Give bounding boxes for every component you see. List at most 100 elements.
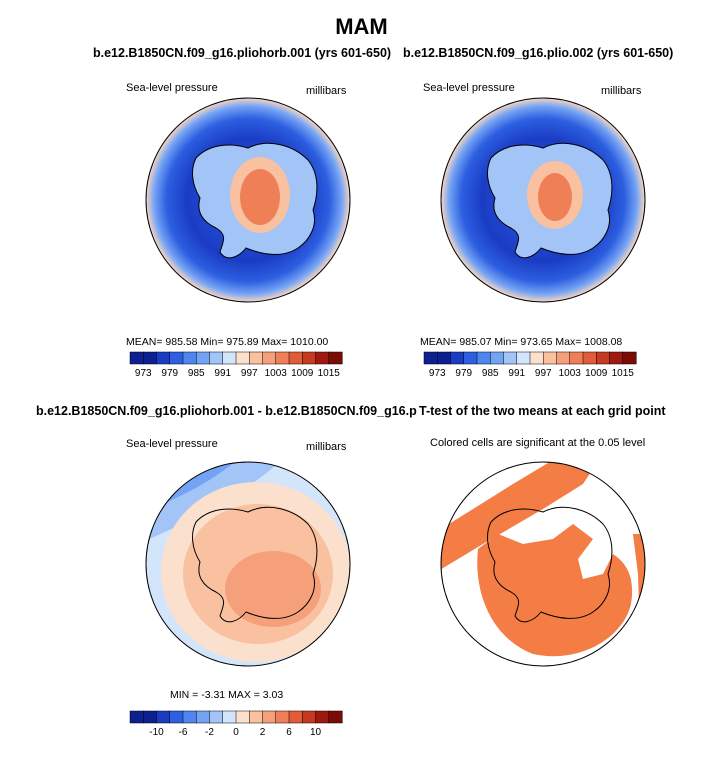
cb2-tick-label: 985: [482, 368, 499, 379]
cb3-cell: [169, 710, 184, 724]
cb3-cell: [315, 710, 330, 724]
cb1-cell: [275, 351, 290, 365]
cb3-cell: [143, 710, 158, 724]
panel-3-variable-label: Sea-level pressure: [126, 438, 218, 450]
cb1-cell: [262, 351, 277, 365]
panel-2-units-label: millibars: [601, 85, 642, 97]
cb1-tick-label: 1015: [318, 368, 341, 379]
panel-1-polar-map: [145, 97, 351, 303]
cb3-cell: [235, 710, 250, 724]
panel-4-significant-east: [633, 534, 645, 614]
cb2-cell: [543, 351, 558, 365]
cb2-tick-label: 997: [535, 368, 552, 379]
cb2-cell: [596, 351, 611, 365]
panel-4-significant-core: [477, 524, 633, 657]
cb3-tick-label: 0: [233, 727, 239, 738]
cb2-cell: [503, 351, 518, 365]
cb1-cell: [182, 351, 197, 365]
cb1-tick-label: 985: [188, 368, 205, 379]
panel-4-coastline: [487, 506, 613, 623]
cb3-cell: [222, 710, 237, 724]
cb3-tick-label: -10: [149, 727, 164, 738]
panel-3-units-label: millibars: [306, 441, 347, 453]
cb3-tick-label: -2: [205, 727, 214, 738]
cb1-cell: [328, 351, 343, 365]
cb3-cell: [129, 710, 144, 724]
cb2-cell: [476, 351, 491, 365]
cb2-tick-label: 1009: [585, 368, 608, 379]
cb1-tick-label: 997: [241, 368, 258, 379]
cb2-tick-label: 979: [455, 368, 472, 379]
panel-3-positive-core: [225, 551, 321, 627]
cb2-tick-label: 1015: [612, 368, 635, 379]
panel-2-stats: MEAN= 985.07 Min= 973.65 Max= 1008.08: [420, 336, 623, 348]
panel-3-colorbar: -10 -6 -2 0 2 6 10: [129, 710, 343, 738]
cb3-cell: [156, 710, 171, 724]
cb1-cell: [209, 351, 224, 365]
cb2-cell: [490, 351, 505, 365]
main-title: MAM: [335, 14, 388, 39]
cb1-cell: [196, 351, 211, 365]
cb2-tick-label: 973: [429, 368, 446, 379]
panel-2-coastline: [487, 142, 613, 259]
cb2-cell: [556, 351, 571, 365]
cb1-cell: [302, 351, 317, 365]
cb2-cell: [609, 351, 624, 365]
cb1-cell: [156, 351, 171, 365]
cb2-cell: [582, 351, 597, 365]
cb1-cell: [222, 351, 237, 365]
panel-1-stats: MEAN= 985.58 Min= 975.89 Max= 1010.00: [126, 336, 329, 348]
cb1-tick-label: 973: [135, 368, 152, 379]
cb2-cell: [516, 351, 531, 365]
cb3-cell: [302, 710, 317, 724]
cb3-cell: [328, 710, 343, 724]
cb3-tick-label: -6: [179, 727, 188, 738]
cb3-cell: [249, 710, 264, 724]
panel-4-significance-label: Colored cells are significant at the 0.0…: [430, 437, 646, 449]
cb1-tick-label: 979: [161, 368, 178, 379]
panel-2-colorbar: 973 979 985 991 997 1003 1009 1015: [423, 351, 637, 379]
cb3-cell: [196, 710, 211, 724]
cb2-cell: [463, 351, 478, 365]
panel-2-variable-label: Sea-level pressure: [423, 82, 515, 94]
cb1-cell: [169, 351, 184, 365]
cb3-cell: [288, 710, 303, 724]
cb1-cell: [143, 351, 158, 365]
panel-3-polar-map: [145, 461, 351, 667]
cb1-cell: [315, 351, 330, 365]
cb3-tick-label: 2: [260, 727, 266, 738]
cb1-tick-label: 1003: [265, 368, 288, 379]
panel-1-coastline: [192, 142, 318, 259]
cb1-cell: [129, 351, 144, 365]
cb2-cell: [437, 351, 452, 365]
cb3-tick-label: 10: [310, 727, 322, 738]
cb1-tick-label: 1009: [291, 368, 314, 379]
cb1-tick-label: 991: [214, 368, 231, 379]
panel-4-polar-map: [440, 461, 646, 667]
cb2-cell: [423, 351, 438, 365]
cb1-cell: [288, 351, 303, 365]
cb1-cell: [249, 351, 264, 365]
panel-3-title: b.e12.B1850CN.f09_g16.pliohorb.001 - b.e…: [36, 404, 456, 418]
cb3-cell: [262, 710, 277, 724]
panel-1-title: b.e12.B1850CN.f09_g16.pliohorb.001 (yrs …: [93, 46, 392, 60]
cb2-tick-label: 991: [508, 368, 525, 379]
panel-4-title: T-test of the two means at each grid poi…: [417, 404, 666, 418]
panel-2-plateau-core: [538, 173, 572, 221]
panel-1-variable-label: Sea-level pressure: [126, 82, 218, 94]
panel-4-significant-band: [441, 462, 603, 574]
panel-2-title: b.e12.B1850CN.f09_g16.plio.002 (yrs 601-…: [403, 46, 674, 60]
cb2-cell: [529, 351, 544, 365]
cb3-tick-label: 6: [286, 727, 292, 738]
panel-1-colorbar: 973 979 985 991 997 1003 1009 1015: [129, 351, 343, 379]
cb1-cell: [235, 351, 250, 365]
panel-1-units-label: millibars: [306, 85, 347, 97]
panel-1-plateau-core: [240, 169, 280, 225]
panel-3-coastline: [192, 506, 318, 623]
panel-2-polar-map: [440, 97, 646, 303]
cb3-cell: [182, 710, 197, 724]
cb2-cell: [450, 351, 465, 365]
cb2-cell: [622, 351, 637, 365]
cb3-cell: [209, 710, 224, 724]
cb2-tick-label: 1003: [559, 368, 582, 379]
